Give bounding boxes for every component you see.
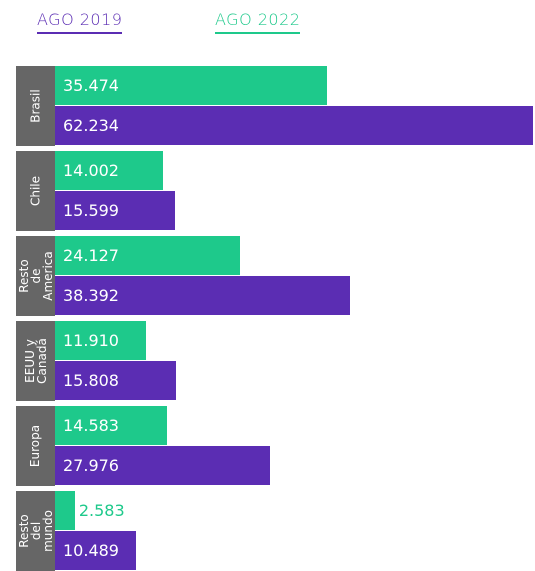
legend-item: AGO 2019 xyxy=(37,10,123,34)
category-label: Europa xyxy=(16,406,55,486)
bar xyxy=(55,276,350,315)
category-text: Resto de America xyxy=(16,251,55,301)
category-label: Chile xyxy=(16,151,55,231)
legend-item: AGO 2022 xyxy=(215,10,301,34)
bar xyxy=(55,151,163,190)
value-label: 10.489 xyxy=(63,541,119,560)
value-label: 35.474 xyxy=(63,76,119,95)
value-label: 27.976 xyxy=(63,456,119,475)
bar xyxy=(55,106,533,145)
bar xyxy=(55,531,136,570)
value-label: 24.127 xyxy=(63,246,119,265)
category-text: Resto del mundo xyxy=(16,510,55,552)
value-label: 14.002 xyxy=(63,161,119,180)
value-label: 15.599 xyxy=(63,201,119,220)
value-label: 38.392 xyxy=(63,286,119,305)
value-label: 11.910 xyxy=(63,331,119,350)
value-label: 2.583 xyxy=(78,501,125,520)
bar xyxy=(55,361,177,400)
value-label: 14.583 xyxy=(63,416,119,435)
category-text: Brasil xyxy=(28,89,43,123)
category-label: EEUU y Canadá xyxy=(16,321,55,401)
category-label: Resto de America xyxy=(16,236,55,316)
bar xyxy=(55,236,241,275)
value-label: 62.234 xyxy=(63,116,119,135)
bar xyxy=(55,446,270,485)
category-text: Chile xyxy=(28,175,43,207)
category-text: Europa xyxy=(28,424,43,468)
bar xyxy=(55,491,75,530)
bar xyxy=(55,191,175,230)
bar xyxy=(55,321,147,360)
bar xyxy=(55,66,328,105)
bar xyxy=(55,406,167,445)
category-label: Resto del mundo xyxy=(16,491,55,571)
value-label: 15.808 xyxy=(63,371,119,390)
category-label: Brasil xyxy=(16,66,55,146)
category-text: EEUU y Canadá xyxy=(22,338,49,384)
